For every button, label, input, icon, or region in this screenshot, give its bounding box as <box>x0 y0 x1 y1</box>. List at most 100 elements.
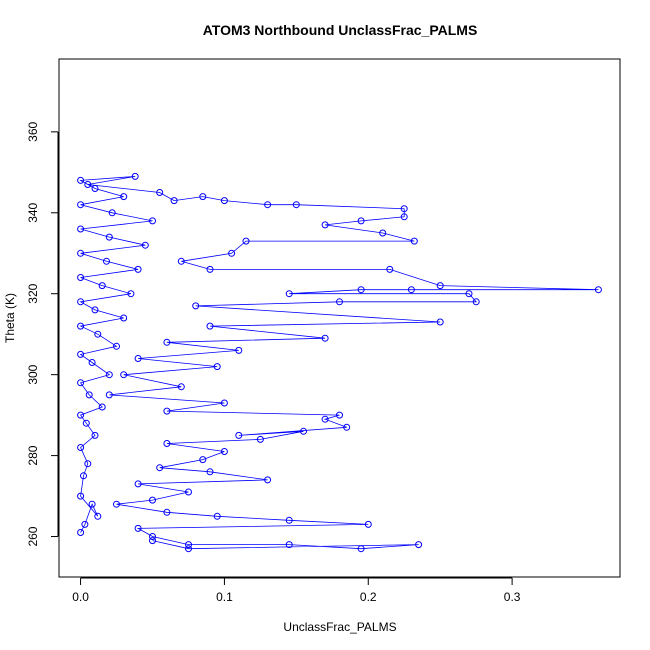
data-point <box>199 193 207 201</box>
y-tick-label: 360 <box>26 122 40 142</box>
data-point <box>77 176 85 184</box>
data-point <box>77 492 85 500</box>
data-point <box>120 314 128 322</box>
data-point <box>594 286 602 294</box>
data-layer <box>77 172 602 553</box>
data-point <box>400 213 408 221</box>
data-point <box>105 371 113 379</box>
data-point <box>379 229 387 237</box>
data-point <box>228 249 236 257</box>
data-point <box>80 472 87 480</box>
data-point <box>264 476 272 484</box>
data-point <box>77 350 85 358</box>
data-point <box>357 545 365 553</box>
data-point <box>81 520 89 528</box>
data-point <box>134 524 142 532</box>
data-point <box>94 330 102 338</box>
data-point <box>105 233 113 241</box>
data-point <box>242 237 250 245</box>
data-point <box>364 520 372 528</box>
data-point <box>84 460 92 468</box>
data-point <box>185 545 192 553</box>
data-point <box>163 338 171 346</box>
data-point <box>77 298 85 306</box>
data-point <box>91 185 99 192</box>
data-point <box>336 411 343 419</box>
data-point <box>321 221 329 229</box>
data-point <box>77 274 85 281</box>
data-point <box>149 496 156 504</box>
data-point <box>292 201 300 209</box>
x-axis-label: UnclassFrac_PALMS <box>283 620 396 634</box>
data-point <box>77 444 85 451</box>
data-point <box>141 241 149 249</box>
data-point <box>465 290 473 298</box>
data-point <box>285 290 293 298</box>
data-point <box>127 290 135 298</box>
data-point <box>77 379 85 387</box>
data-point <box>163 407 171 415</box>
data-point <box>400 205 408 213</box>
y-axis: 260 280 300 320 340 360 <box>26 122 59 547</box>
data-point <box>357 286 365 294</box>
data-point <box>321 334 329 342</box>
data-point <box>220 399 228 407</box>
y-tick-label: 260 <box>26 526 40 546</box>
y-tick-label: 340 <box>26 202 40 222</box>
data-point <box>213 512 221 520</box>
data-point <box>199 456 207 464</box>
data-point <box>134 265 142 273</box>
data-point <box>170 197 178 205</box>
data-point <box>77 225 85 233</box>
data-point <box>235 431 243 439</box>
data-point <box>285 516 293 524</box>
data-point <box>163 440 171 447</box>
data-point <box>185 488 192 496</box>
x-axis: 0.0 0.1 0.2 0.3 <box>72 577 521 604</box>
data-point <box>206 265 214 273</box>
y-tick-label: 300 <box>26 364 40 384</box>
data-point <box>113 500 120 508</box>
data-point <box>235 346 243 354</box>
data-point <box>343 423 351 431</box>
data-point <box>94 512 102 520</box>
data-point <box>185 541 192 549</box>
data-point <box>91 306 99 314</box>
data-point <box>120 371 128 379</box>
x-tick-label: 0.1 <box>216 590 233 604</box>
data-point <box>163 508 171 516</box>
data-point <box>415 541 423 549</box>
data-point <box>120 193 128 201</box>
data-point <box>410 237 418 245</box>
data-point <box>177 257 185 265</box>
y-tick-label: 280 <box>26 445 40 465</box>
data-point <box>357 217 365 225</box>
data-point <box>206 468 214 476</box>
data-point <box>336 298 343 306</box>
data-point <box>256 435 264 443</box>
data-point <box>206 322 214 330</box>
data-point <box>77 411 85 419</box>
data-point <box>85 391 93 399</box>
data-point <box>149 217 156 225</box>
data-point <box>156 189 164 196</box>
data-point <box>84 181 92 188</box>
data-point <box>192 302 200 310</box>
data-point <box>134 355 142 362</box>
chart-title: ATOM3 Northbound UnclassFrac_PALMS <box>203 22 478 38</box>
data-point <box>300 427 307 435</box>
y-axis-label: Theta (K) <box>3 293 17 343</box>
series-line <box>79 176 599 550</box>
data-point <box>77 249 85 257</box>
data-point <box>321 415 329 423</box>
data-point <box>220 448 228 455</box>
data-point <box>213 363 221 371</box>
x-tick-label: 0.2 <box>360 590 377 604</box>
data-point <box>177 383 185 391</box>
x-tick-label: 0.0 <box>72 590 89 604</box>
data-point <box>264 201 272 209</box>
plot-frame <box>58 58 621 578</box>
data-point <box>149 537 156 545</box>
data-point <box>77 201 85 209</box>
